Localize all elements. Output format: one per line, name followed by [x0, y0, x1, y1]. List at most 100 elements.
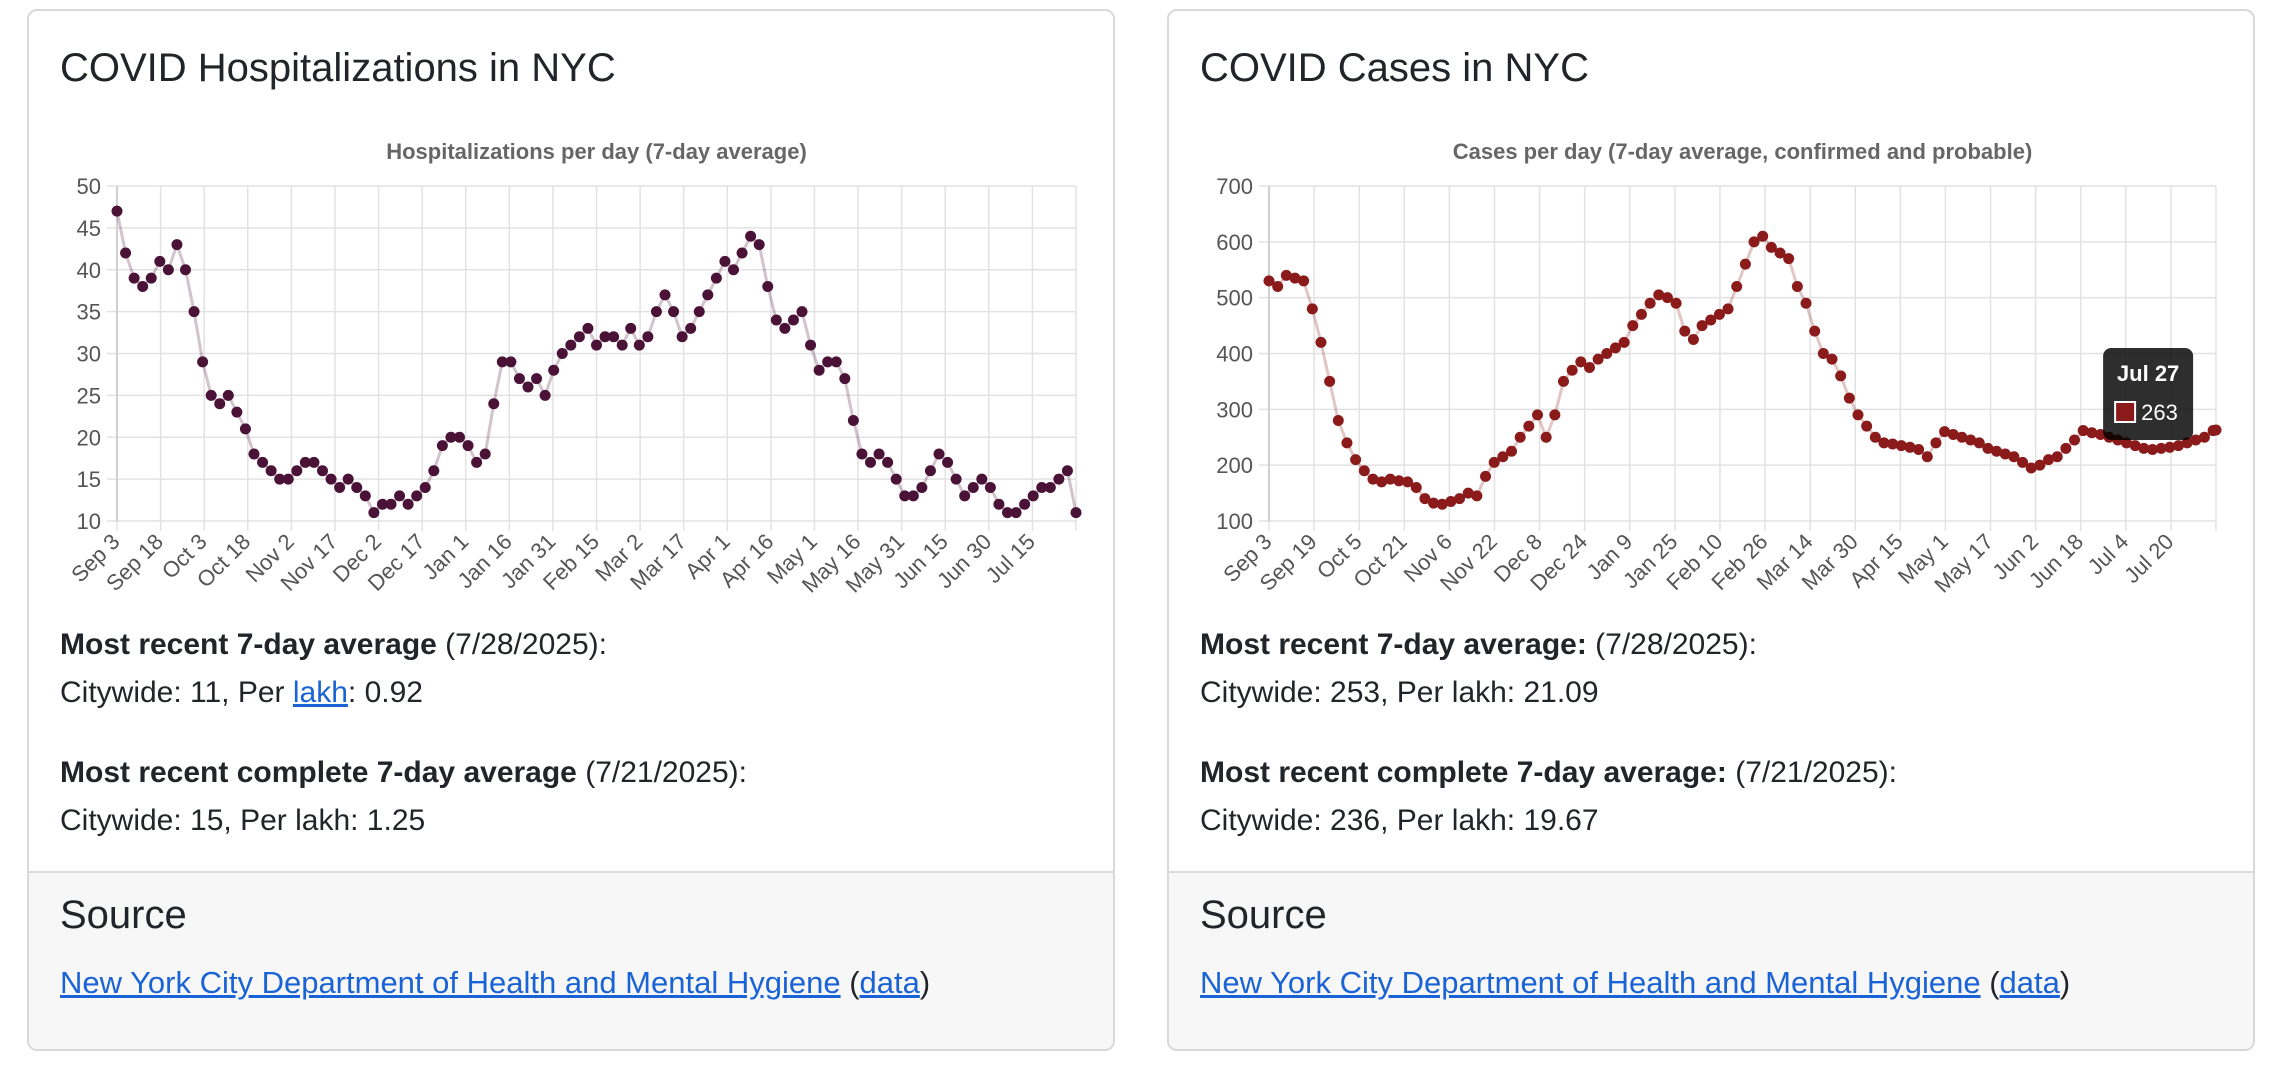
data-point[interactable]	[1497, 451, 1509, 463]
data-point[interactable]	[1027, 490, 1039, 502]
data-point[interactable]	[368, 507, 380, 519]
data-point[interactable]	[2086, 427, 2098, 439]
data-point[interactable]	[1982, 442, 1994, 454]
data-point[interactable]	[120, 247, 132, 259]
data-point[interactable]	[685, 322, 697, 334]
data-point[interactable]	[2060, 442, 2072, 454]
data-point[interactable]	[359, 490, 371, 502]
data-point[interactable]	[282, 473, 294, 485]
data-point[interactable]	[1869, 431, 1881, 443]
data-point[interactable]	[1627, 320, 1639, 332]
data-point[interactable]	[291, 465, 303, 477]
data-point[interactable]	[522, 381, 534, 393]
data-point[interactable]	[2190, 434, 2202, 446]
data-point[interactable]	[1661, 292, 1673, 304]
data-point[interactable]	[2210, 424, 2222, 436]
data-point[interactable]	[222, 389, 234, 401]
data-point[interactable]	[1514, 431, 1526, 443]
data-point[interactable]	[257, 456, 269, 468]
data-point[interactable]	[839, 373, 851, 385]
data-point[interactable]	[180, 264, 191, 276]
data-point[interactable]	[1783, 253, 1795, 265]
data-point[interactable]	[385, 498, 397, 510]
data-link[interactable]: data	[859, 965, 920, 1000]
data-point[interactable]	[436, 440, 448, 452]
data-point[interactable]	[719, 255, 731, 267]
data-point[interactable]	[1523, 420, 1535, 432]
data-point[interactable]	[1402, 476, 1414, 488]
data-point[interactable]	[488, 398, 500, 410]
data-point[interactable]	[1419, 493, 1431, 505]
data-point[interactable]	[745, 230, 757, 242]
data-point[interactable]	[445, 431, 457, 443]
data-point[interactable]	[1384, 473, 1396, 485]
data-point[interactable]	[1913, 444, 1925, 456]
data-point[interactable]	[1289, 272, 1301, 284]
data-point[interactable]	[265, 465, 277, 477]
data-point[interactable]	[984, 482, 996, 493]
data-point[interactable]	[565, 339, 577, 351]
data-point[interactable]	[1002, 507, 1013, 519]
data-point[interactable]	[1722, 303, 1734, 315]
data-point[interactable]	[325, 473, 337, 485]
data-point[interactable]	[1644, 297, 1656, 309]
data-point[interactable]	[402, 498, 414, 510]
data-point[interactable]	[633, 339, 645, 351]
data-point[interactable]	[1532, 409, 1544, 421]
data-point[interactable]	[419, 482, 431, 493]
data-point[interactable]	[479, 448, 491, 460]
data-point[interactable]	[1670, 297, 1682, 309]
data-point[interactable]	[907, 490, 919, 502]
data-point[interactable]	[1887, 438, 1899, 450]
data-point[interactable]	[1765, 241, 1777, 253]
data-point[interactable]	[531, 373, 543, 385]
data-point[interactable]	[573, 331, 585, 343]
data-point[interactable]	[1272, 281, 1284, 292]
data-point[interactable]	[762, 281, 774, 292]
data-point[interactable]	[1480, 470, 1492, 482]
data-point[interactable]	[796, 306, 808, 318]
data-point[interactable]	[2138, 442, 2150, 454]
data-point[interactable]	[813, 364, 825, 376]
data-point[interactable]	[1454, 493, 1466, 505]
data-point[interactable]	[1506, 445, 1518, 457]
data-point[interactable]	[1973, 437, 1985, 449]
data-point[interactable]	[171, 239, 183, 251]
data-point[interactable]	[1332, 415, 1344, 426]
data-point[interactable]	[274, 473, 286, 485]
data-point[interactable]	[993, 498, 1005, 510]
data-point[interactable]	[462, 440, 474, 452]
data-point[interactable]	[1965, 434, 1977, 446]
data-point[interactable]	[128, 272, 140, 284]
data-point[interactable]	[676, 331, 688, 343]
data-point[interactable]	[342, 473, 354, 485]
data-point[interactable]	[1549, 409, 1561, 421]
data-point[interactable]	[1609, 342, 1621, 354]
data-point[interactable]	[1895, 440, 1907, 452]
data-point[interactable]	[428, 465, 440, 477]
data-point[interactable]	[1036, 482, 1048, 493]
data-point[interactable]	[1019, 498, 1031, 510]
data-point[interactable]	[1376, 476, 1388, 488]
data-point[interactable]	[770, 314, 782, 326]
data-point[interactable]	[411, 490, 423, 502]
data-point[interactable]	[847, 415, 859, 426]
data-point[interactable]	[1445, 495, 1457, 507]
data-point[interactable]	[668, 306, 680, 318]
data-point[interactable]	[1843, 392, 1855, 404]
data-point[interactable]	[599, 331, 611, 343]
data-point[interactable]	[1921, 451, 1933, 463]
source-link[interactable]: New York City Department of Health and M…	[60, 965, 841, 1000]
data-point[interactable]	[1471, 490, 1483, 502]
data-point[interactable]	[2034, 459, 2046, 471]
data-point[interactable]	[1947, 428, 1959, 440]
data-point[interactable]	[805, 339, 817, 351]
data-point[interactable]	[376, 498, 388, 510]
data-point[interactable]	[1739, 258, 1751, 270]
data-point[interactable]	[248, 448, 260, 460]
data-point[interactable]	[2069, 434, 2081, 446]
data-point[interactable]	[702, 289, 714, 301]
data-point[interactable]	[728, 264, 739, 276]
data-point[interactable]	[1462, 487, 1474, 499]
data-point[interactable]	[231, 406, 243, 418]
